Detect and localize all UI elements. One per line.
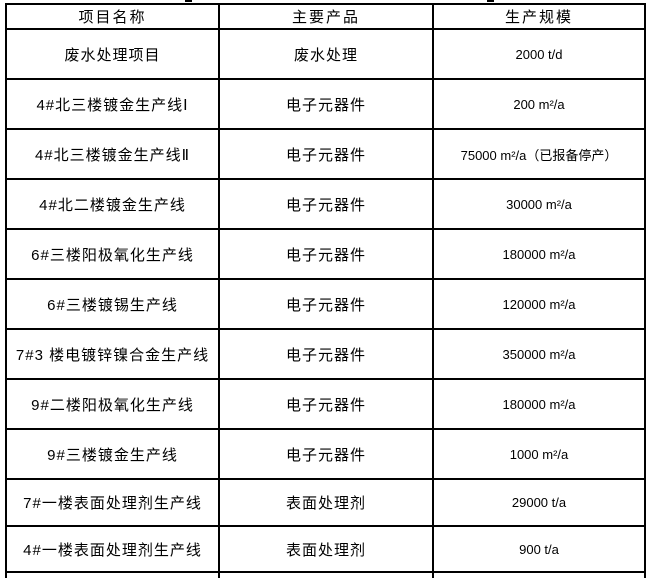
project-name-cell: 9#二楼阳极氧化生产线 — [5, 378, 220, 430]
table-row: 6#三楼阳极氧化生产线 电子元器件 180000 m²/a — [5, 228, 646, 280]
main-product-cell: 表面处理剂 — [218, 525, 434, 573]
production-scale-cell: 2000 t/d — [432, 28, 646, 80]
production-scale-cell: 200 m²/a — [432, 78, 646, 130]
production-scale-cell: 350000 m²/a — [432, 328, 646, 380]
clipped-caption-fragment — [487, 0, 494, 2]
table-row: 9#二楼阳极氧化生产线 电子元器件 180000 m²/a — [5, 378, 646, 430]
production-scale-cell: 29000 t/a — [432, 478, 646, 527]
production-scale-cell: 120000 m²/a — [432, 278, 646, 330]
production-scale-cell: 30000 m²/a — [432, 178, 646, 230]
header-row: 项目名称 主要产品 生产规模 — [5, 3, 646, 30]
table-row: 废水处理项目 废水处理 2000 t/d — [5, 28, 646, 80]
project-name-cell: 废水处理项目 — [5, 28, 220, 80]
main-product-cell: 电子元器件 — [218, 178, 434, 230]
project-name-cell — [5, 571, 220, 578]
clipped-caption-fragment — [185, 0, 192, 2]
production-scale-cell: 1000 m²/a — [432, 428, 646, 480]
project-name-cell: 6#三楼镀锡生产线 — [5, 278, 220, 330]
main-product-cell: 电子元器件 — [218, 328, 434, 380]
project-name-cell: 7#一楼表面处理剂生产线 — [5, 478, 220, 527]
project-name-cell: 4#一楼表面处理剂生产线 — [5, 525, 220, 573]
production-scale-cell: 75000 m²/a（已报备停产） — [432, 128, 646, 180]
table-row: 4#北三楼镀金生产线Ⅱ 电子元器件 75000 m²/a（已报备停产） — [5, 128, 646, 180]
column-header-main-product: 主要产品 — [218, 3, 434, 30]
table-row: 4#北三楼镀金生产线Ⅰ 电子元器件 200 m²/a — [5, 78, 646, 130]
table-row: 4#一楼表面处理剂生产线 表面处理剂 900 t/a — [5, 525, 646, 573]
production-scale-cell: 180000 m²/a — [432, 378, 646, 430]
project-name-cell: 7#3 楼电镀锌镍合金生产线 — [5, 328, 220, 380]
project-name-cell: 6#三楼阳极氧化生产线 — [5, 228, 220, 280]
clipped-table-row — [5, 571, 646, 578]
production-scale-cell: 180000 m²/a — [432, 228, 646, 280]
project-name-cell: 4#北三楼镀金生产线Ⅰ — [5, 78, 220, 130]
table-body: 废水处理项目 废水处理 2000 t/d 4#北三楼镀金生产线Ⅰ 电子元器件 2… — [5, 28, 646, 578]
project-name-cell: 4#北三楼镀金生产线Ⅱ — [5, 128, 220, 180]
table-row: 7#3 楼电镀锌镍合金生产线 电子元器件 350000 m²/a — [5, 328, 646, 380]
production-scale-cell: 900 t/a — [432, 525, 646, 573]
column-header-production-scale: 生产规模 — [432, 3, 646, 30]
main-product-cell — [218, 571, 434, 578]
main-product-cell: 表面处理剂 — [218, 478, 434, 527]
main-product-cell: 电子元器件 — [218, 228, 434, 280]
table-row: 4#北二楼镀金生产线 电子元器件 30000 m²/a — [5, 178, 646, 230]
table-row: 7#一楼表面处理剂生产线 表面处理剂 29000 t/a — [5, 478, 646, 527]
main-product-cell: 电子元器件 — [218, 278, 434, 330]
production-scale-cell — [432, 571, 646, 578]
project-name-cell: 4#北二楼镀金生产线 — [5, 178, 220, 230]
production-lines-table: 项目名称 主要产品 生产规模 废水处理项目 废水处理 2000 t/d 4#北三… — [5, 3, 646, 578]
table-row: 9#三楼镀金生产线 电子元器件 1000 m²/a — [5, 428, 646, 480]
main-product-cell: 电子元器件 — [218, 78, 434, 130]
project-name-cell: 9#三楼镀金生产线 — [5, 428, 220, 480]
table-row: 6#三楼镀锡生产线 电子元器件 120000 m²/a — [5, 278, 646, 330]
main-product-cell: 电子元器件 — [218, 378, 434, 430]
table-header: 项目名称 主要产品 生产规模 — [5, 3, 646, 30]
main-product-cell: 电子元器件 — [218, 128, 434, 180]
column-header-project-name: 项目名称 — [5, 3, 220, 30]
main-product-cell: 电子元器件 — [218, 428, 434, 480]
main-product-cell: 废水处理 — [218, 28, 434, 80]
